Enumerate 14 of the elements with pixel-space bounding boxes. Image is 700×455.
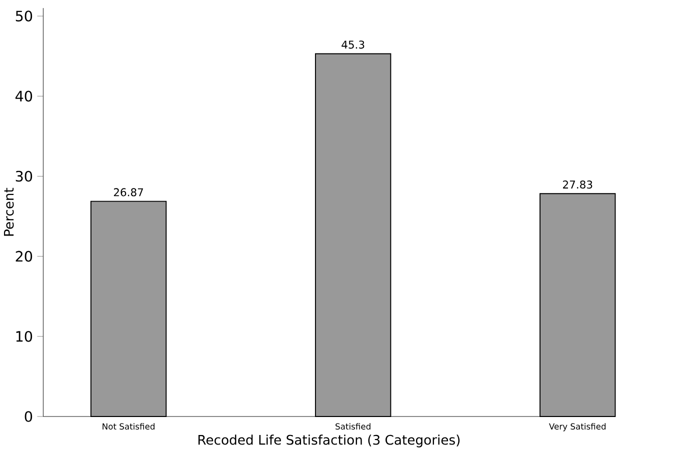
x-tick-label: Very Satisfied: [549, 423, 606, 432]
data-label: 45.3: [342, 40, 364, 49]
y-tick-label: 40: [15, 90, 32, 102]
y-axis-title: Percent: [4, 188, 14, 236]
y-tick-label: 50: [16, 10, 32, 22]
y-tick-label: 20: [16, 250, 32, 262]
x-axis-title: Recoded Life Satisfaction (3 Categories): [198, 434, 460, 448]
x-tick-label: Not Satisfied: [102, 423, 154, 430]
data-label: 26.87: [114, 188, 143, 196]
data-label: 27.83: [563, 180, 592, 189]
y-tick-label: 30: [16, 170, 32, 182]
y-tick-label: 10: [16, 330, 32, 342]
y-tick-label: 0: [24, 411, 32, 422]
x-tick-label: Satisfied: [336, 423, 370, 430]
